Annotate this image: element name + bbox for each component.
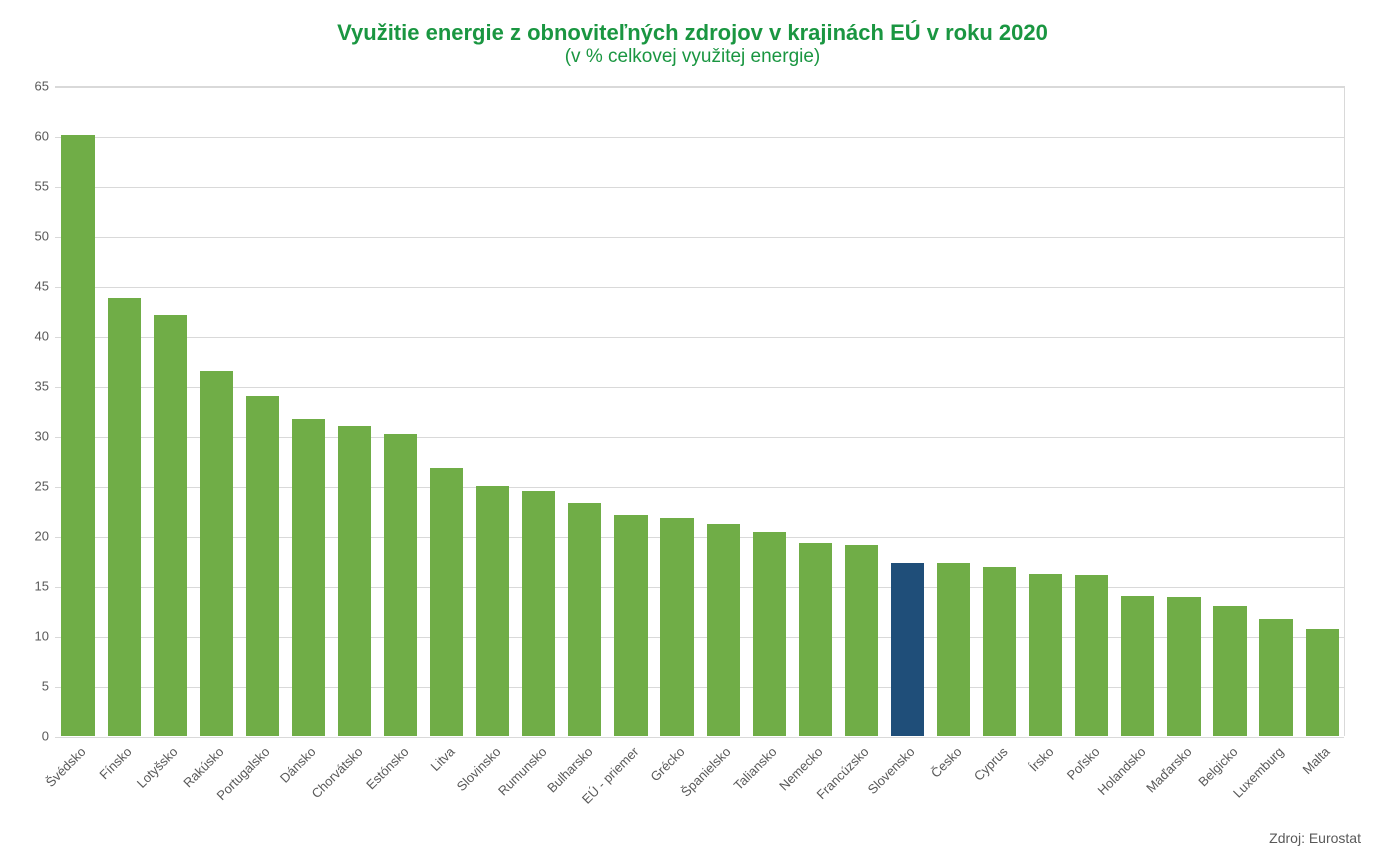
bar xyxy=(200,371,233,736)
bar-slot xyxy=(977,86,1023,736)
y-tick-label: 15 xyxy=(35,579,49,594)
y-tick-label: 55 xyxy=(35,179,49,194)
source-label: Zdroj: Eurostat xyxy=(1269,830,1361,846)
chart-title: Využitie energie z obnoviteľných zdrojov… xyxy=(30,20,1355,46)
bar xyxy=(660,518,693,736)
bar xyxy=(154,315,187,736)
x-tick-label: Grécko xyxy=(647,744,687,784)
bar-slot xyxy=(285,86,331,736)
bar xyxy=(1121,596,1154,736)
y-axis: 05101520253035404550556065 xyxy=(30,86,55,736)
y-tick-label: 20 xyxy=(35,529,49,544)
x-tick-label: Malta xyxy=(1300,744,1333,777)
y-tick-label: 35 xyxy=(35,379,49,394)
x-tick-label: Belgicko xyxy=(1195,744,1240,789)
x-tick-label: Maďarsko xyxy=(1143,744,1195,796)
bar xyxy=(522,491,555,736)
y-tick-label: 60 xyxy=(35,129,49,144)
bar-slot xyxy=(1161,86,1207,736)
bars-group xyxy=(55,86,1345,736)
bar xyxy=(753,532,786,736)
bar xyxy=(568,503,601,736)
x-tick-label: Dánsko xyxy=(277,744,319,786)
bar xyxy=(1167,597,1200,736)
x-tick-label: Španielsko xyxy=(678,744,734,800)
x-tick-label: Česko xyxy=(927,744,964,781)
bar-slot xyxy=(1207,86,1253,736)
x-tick-label: Fínsko xyxy=(97,744,135,782)
x-tick-label: Rumunsko xyxy=(495,744,550,799)
bar-slot xyxy=(1023,86,1069,736)
bar xyxy=(845,545,878,736)
bar xyxy=(1213,606,1246,736)
bar-slot xyxy=(424,86,470,736)
bar-slot xyxy=(516,86,562,736)
bar-slot xyxy=(1299,86,1345,736)
y-tick-label: 40 xyxy=(35,329,49,344)
bar-slot xyxy=(1115,86,1161,736)
y-tick-label: 0 xyxy=(42,729,49,744)
x-tick-label: Švédsko xyxy=(43,744,89,790)
bar-slot xyxy=(1069,86,1115,736)
bar-slot xyxy=(792,86,838,736)
y-tick-label: 50 xyxy=(35,229,49,244)
bar xyxy=(108,298,141,736)
x-tick-label: Litva xyxy=(427,744,457,774)
y-tick-label: 5 xyxy=(42,679,49,694)
bar-slot xyxy=(147,86,193,736)
chart-container: Využitie energie z obnoviteľných zdrojov… xyxy=(0,0,1385,854)
bar xyxy=(937,563,970,736)
y-tick-label: 65 xyxy=(35,79,49,94)
bar-slot xyxy=(239,86,285,736)
bar-slot xyxy=(746,86,792,736)
bar xyxy=(338,426,371,736)
bar-slot xyxy=(55,86,101,736)
bar-slot xyxy=(930,86,976,736)
x-tick-label: Lotyšsko xyxy=(134,744,181,791)
x-tick-label: Slovensko xyxy=(865,744,918,797)
x-tick-label: Estónsko xyxy=(363,744,411,792)
bar xyxy=(476,486,509,736)
bar-slot xyxy=(193,86,239,736)
grid-line xyxy=(55,737,1344,738)
bar-slot xyxy=(470,86,516,736)
bar-slot xyxy=(562,86,608,736)
x-tick-label: Holandsko xyxy=(1094,744,1148,798)
bar xyxy=(246,396,279,736)
bar-slot xyxy=(700,86,746,736)
y-tick-label: 45 xyxy=(35,279,49,294)
bar xyxy=(799,543,832,736)
bar xyxy=(891,563,924,736)
bar xyxy=(1259,619,1292,736)
bar xyxy=(1075,575,1108,736)
bar xyxy=(983,567,1016,736)
bar xyxy=(707,524,740,736)
bar-slot xyxy=(378,86,424,736)
bar-slot xyxy=(654,86,700,736)
x-tick-label: Rakúsko xyxy=(181,744,227,790)
bar xyxy=(614,515,647,736)
plot-area: 05101520253035404550556065 ŠvédskoFínsko… xyxy=(55,86,1345,736)
x-tick-label: Cyprus xyxy=(970,744,1010,784)
bar xyxy=(384,434,417,736)
y-tick-label: 30 xyxy=(35,429,49,444)
x-tick-label: Poľsko xyxy=(1064,744,1103,783)
bar-slot xyxy=(884,86,930,736)
bar-slot xyxy=(101,86,147,736)
y-tick-label: 10 xyxy=(35,629,49,644)
y-tick-label: 25 xyxy=(35,479,49,494)
bar xyxy=(1029,574,1062,736)
x-tick-label: Írsko xyxy=(1026,744,1057,775)
bar xyxy=(292,419,325,736)
x-tick-label: Taliansko xyxy=(731,744,780,793)
bar xyxy=(1306,629,1339,736)
bar-slot xyxy=(331,86,377,736)
bar xyxy=(61,135,94,736)
bar xyxy=(430,468,463,736)
bar-slot xyxy=(838,86,884,736)
bar-slot xyxy=(608,86,654,736)
bar-slot xyxy=(1253,86,1299,736)
chart-subtitle: (v % celkovej využitej energie) xyxy=(30,46,1355,68)
